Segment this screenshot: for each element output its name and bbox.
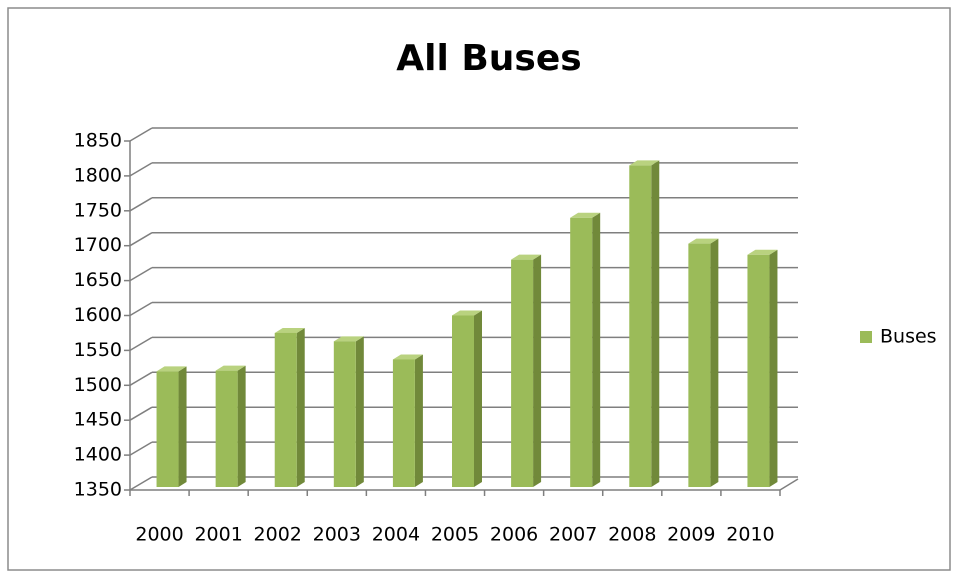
bar-top (156, 366, 187, 372)
grid-line-side (129, 336, 153, 352)
x-tick-label: 2003 (313, 524, 361, 546)
y-tick-label: 1400 (74, 444, 122, 466)
y-tick-label: 1800 (74, 164, 122, 186)
bar-top (511, 254, 542, 260)
bar (629, 165, 652, 487)
legend-swatch (860, 331, 872, 343)
bar-side (355, 336, 364, 487)
bar-top (333, 336, 364, 342)
y-tick-label: 1450 (74, 409, 122, 431)
bar (274, 332, 297, 487)
bar-side (237, 365, 246, 487)
bar (156, 371, 179, 487)
grid-line-side (129, 441, 153, 456)
bar (215, 370, 238, 487)
y-tick-label: 1650 (74, 269, 122, 291)
bar-top (570, 212, 601, 218)
bar (333, 341, 356, 487)
bar (452, 315, 474, 487)
y-tick-label: 1850 (74, 130, 122, 152)
grid-line-side (129, 127, 153, 142)
bar-side (592, 212, 601, 487)
bar-side (533, 254, 542, 487)
y-tick-label: 1600 (74, 304, 122, 326)
bar-top (452, 310, 482, 316)
bar (747, 254, 770, 487)
grid-line-side (129, 301, 153, 317)
x-tick-label: 2006 (490, 524, 538, 546)
x-tick-label: 2009 (667, 524, 715, 546)
bar (688, 243, 711, 487)
bar (570, 217, 593, 487)
bar-side (296, 327, 305, 487)
legend-label: Buses (880, 326, 937, 348)
bar-top (274, 327, 305, 333)
bar-top (688, 238, 719, 244)
grid-line-side (129, 232, 153, 247)
y-tick-label: 1550 (74, 339, 122, 361)
x-tick-label: 2010 (726, 524, 774, 546)
x-tick-label: 2005 (431, 524, 479, 546)
grid-line-side (129, 197, 153, 212)
bar (392, 359, 415, 487)
chart-title: All Buses (396, 38, 581, 79)
x-tick-label: 2001 (194, 524, 242, 546)
y-tick-label: 1500 (74, 374, 122, 396)
floor-edge (779, 478, 799, 491)
chart-border (7, 7, 951, 571)
bar-side (769, 249, 778, 487)
grid-line-side (129, 162, 153, 177)
x-tick-label: 2007 (549, 524, 597, 546)
bar-side (178, 366, 187, 487)
grid-line-side (129, 406, 153, 421)
bar-side (710, 238, 719, 487)
y-tick-label: 1350 (74, 479, 122, 501)
bar-top (392, 354, 423, 360)
grid-line-side (129, 476, 153, 491)
grid-line-side (129, 371, 153, 386)
bar-side (414, 354, 423, 487)
x-tick-label: 2008 (608, 524, 656, 546)
bar-top (747, 249, 778, 255)
x-tick-label: 2004 (372, 524, 420, 546)
y-tick-label: 1700 (74, 234, 122, 256)
bar (511, 259, 534, 487)
y-tick-label: 1750 (74, 199, 122, 221)
bar-top (215, 365, 246, 371)
bar-side (651, 160, 660, 487)
x-tick-label: 2002 (254, 524, 302, 546)
x-tick-label: 2000 (135, 524, 183, 546)
bar-top (629, 160, 660, 166)
bar-side (474, 310, 482, 487)
grid-line-side (129, 266, 153, 282)
